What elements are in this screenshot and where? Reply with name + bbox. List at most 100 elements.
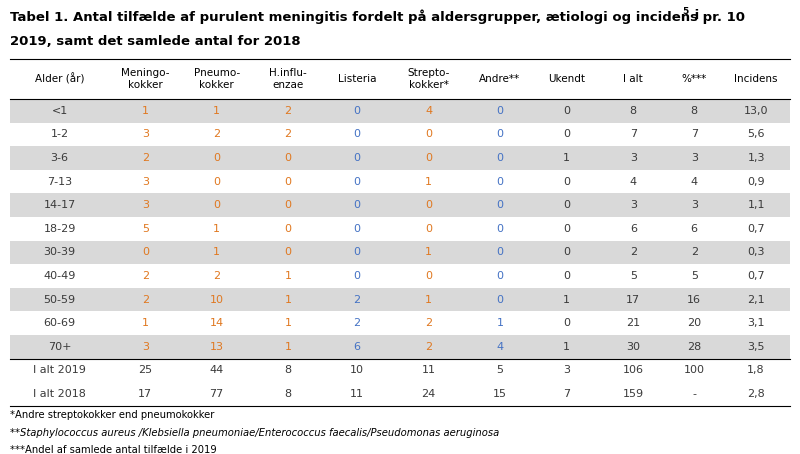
Text: 2: 2 <box>285 106 292 116</box>
Text: 0: 0 <box>354 200 361 210</box>
Text: 1: 1 <box>285 318 292 328</box>
Text: 0: 0 <box>285 153 292 163</box>
Text: 0: 0 <box>425 153 432 163</box>
Text: 1: 1 <box>497 318 503 328</box>
Text: Tabel 1. Antal tilfælde af purulent meningitis fordelt på aldersgrupper, ætiolog: Tabel 1. Antal tilfælde af purulent meni… <box>10 9 745 24</box>
Text: 0: 0 <box>285 247 292 257</box>
Bar <box>10 264 790 288</box>
Text: 0: 0 <box>425 129 432 139</box>
Text: 30-39: 30-39 <box>43 247 76 257</box>
Text: 16: 16 <box>687 295 702 305</box>
Text: 3: 3 <box>563 365 570 375</box>
Text: 8: 8 <box>285 389 292 399</box>
Text: 6: 6 <box>630 224 637 234</box>
Text: 1: 1 <box>563 295 570 305</box>
Text: 1-2: 1-2 <box>50 129 69 139</box>
Text: Ukendt: Ukendt <box>548 74 585 84</box>
Text: Alder (år): Alder (år) <box>35 73 84 85</box>
Text: 0: 0 <box>497 224 503 234</box>
Text: 1: 1 <box>425 247 432 257</box>
Text: 14-17: 14-17 <box>43 200 76 210</box>
Text: 1: 1 <box>142 318 149 328</box>
Text: 5: 5 <box>682 7 689 16</box>
Text: I alt 2018: I alt 2018 <box>33 389 86 399</box>
Text: 25: 25 <box>138 365 152 375</box>
Text: 24: 24 <box>422 389 436 399</box>
Text: 15: 15 <box>493 389 507 399</box>
Text: 1,8: 1,8 <box>747 365 765 375</box>
Text: 1: 1 <box>285 271 292 281</box>
Text: 70+: 70+ <box>48 342 71 352</box>
Bar <box>10 241 790 264</box>
Text: 100: 100 <box>684 365 705 375</box>
Text: 2,8: 2,8 <box>747 389 765 399</box>
Text: 0: 0 <box>214 177 220 187</box>
Text: 14: 14 <box>210 318 224 328</box>
Text: 4: 4 <box>497 342 503 352</box>
Text: 2: 2 <box>354 295 361 305</box>
Text: 0: 0 <box>563 318 570 328</box>
Text: 30: 30 <box>626 342 640 352</box>
Text: 3: 3 <box>630 153 637 163</box>
Text: 3: 3 <box>690 153 698 163</box>
Text: 60-69: 60-69 <box>43 318 76 328</box>
Text: 2: 2 <box>213 271 220 281</box>
Text: 10: 10 <box>350 365 364 375</box>
Text: 2: 2 <box>425 318 432 328</box>
Text: 4: 4 <box>425 106 432 116</box>
Text: 0,7: 0,7 <box>747 271 765 281</box>
Text: 0: 0 <box>563 224 570 234</box>
Text: 0: 0 <box>214 200 220 210</box>
Text: 77: 77 <box>210 389 224 399</box>
Text: 1: 1 <box>214 247 220 257</box>
Text: 21: 21 <box>626 318 640 328</box>
Text: 3,1: 3,1 <box>747 318 765 328</box>
Bar <box>10 335 790 359</box>
Text: 0: 0 <box>563 200 570 210</box>
Text: Strepto-
kokker*: Strepto- kokker* <box>407 68 450 90</box>
Text: 1: 1 <box>563 153 570 163</box>
Text: 2: 2 <box>425 342 432 352</box>
Text: 40-49: 40-49 <box>43 271 76 281</box>
Text: 3: 3 <box>630 200 637 210</box>
Text: 0: 0 <box>563 271 570 281</box>
Text: 0: 0 <box>497 129 503 139</box>
Text: 0: 0 <box>354 129 361 139</box>
Text: 3: 3 <box>142 129 149 139</box>
Text: 0: 0 <box>285 224 292 234</box>
Text: 3: 3 <box>142 342 149 352</box>
Text: 1: 1 <box>425 295 432 305</box>
Text: 2: 2 <box>142 271 149 281</box>
Bar <box>10 311 790 335</box>
Text: 0: 0 <box>425 224 432 234</box>
Text: 0: 0 <box>285 177 292 187</box>
Text: 11: 11 <box>350 389 364 399</box>
Text: 13,0: 13,0 <box>744 106 768 116</box>
Text: 1: 1 <box>425 177 432 187</box>
Text: 0,3: 0,3 <box>747 247 765 257</box>
Text: 10: 10 <box>210 295 224 305</box>
Text: 0,7: 0,7 <box>747 224 765 234</box>
Text: 11: 11 <box>422 365 435 375</box>
Text: 1: 1 <box>214 224 220 234</box>
Text: 0: 0 <box>354 224 361 234</box>
Text: 7: 7 <box>630 129 637 139</box>
Text: %***: %*** <box>682 74 707 84</box>
Text: 3: 3 <box>690 200 698 210</box>
Text: 0: 0 <box>354 247 361 257</box>
Bar <box>10 99 790 123</box>
Text: 7: 7 <box>690 129 698 139</box>
Text: 2: 2 <box>142 295 149 305</box>
Text: 159: 159 <box>622 389 644 399</box>
Text: 5: 5 <box>142 224 149 234</box>
Bar <box>10 288 790 311</box>
Text: i: i <box>690 9 699 22</box>
Text: 3: 3 <box>142 177 149 187</box>
Text: 0: 0 <box>354 177 361 187</box>
Text: 0: 0 <box>497 295 503 305</box>
Text: 2: 2 <box>285 129 292 139</box>
Text: I alt: I alt <box>623 74 643 84</box>
Text: 0: 0 <box>142 247 149 257</box>
Text: 0: 0 <box>563 177 570 187</box>
Text: Meningo-
kokker: Meningo- kokker <box>121 68 170 90</box>
